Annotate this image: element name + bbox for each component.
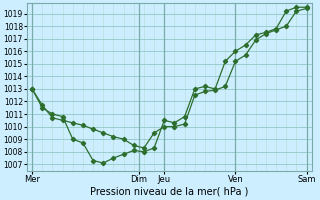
X-axis label: Pression niveau de la mer( hPa ): Pression niveau de la mer( hPa ): [90, 187, 249, 197]
